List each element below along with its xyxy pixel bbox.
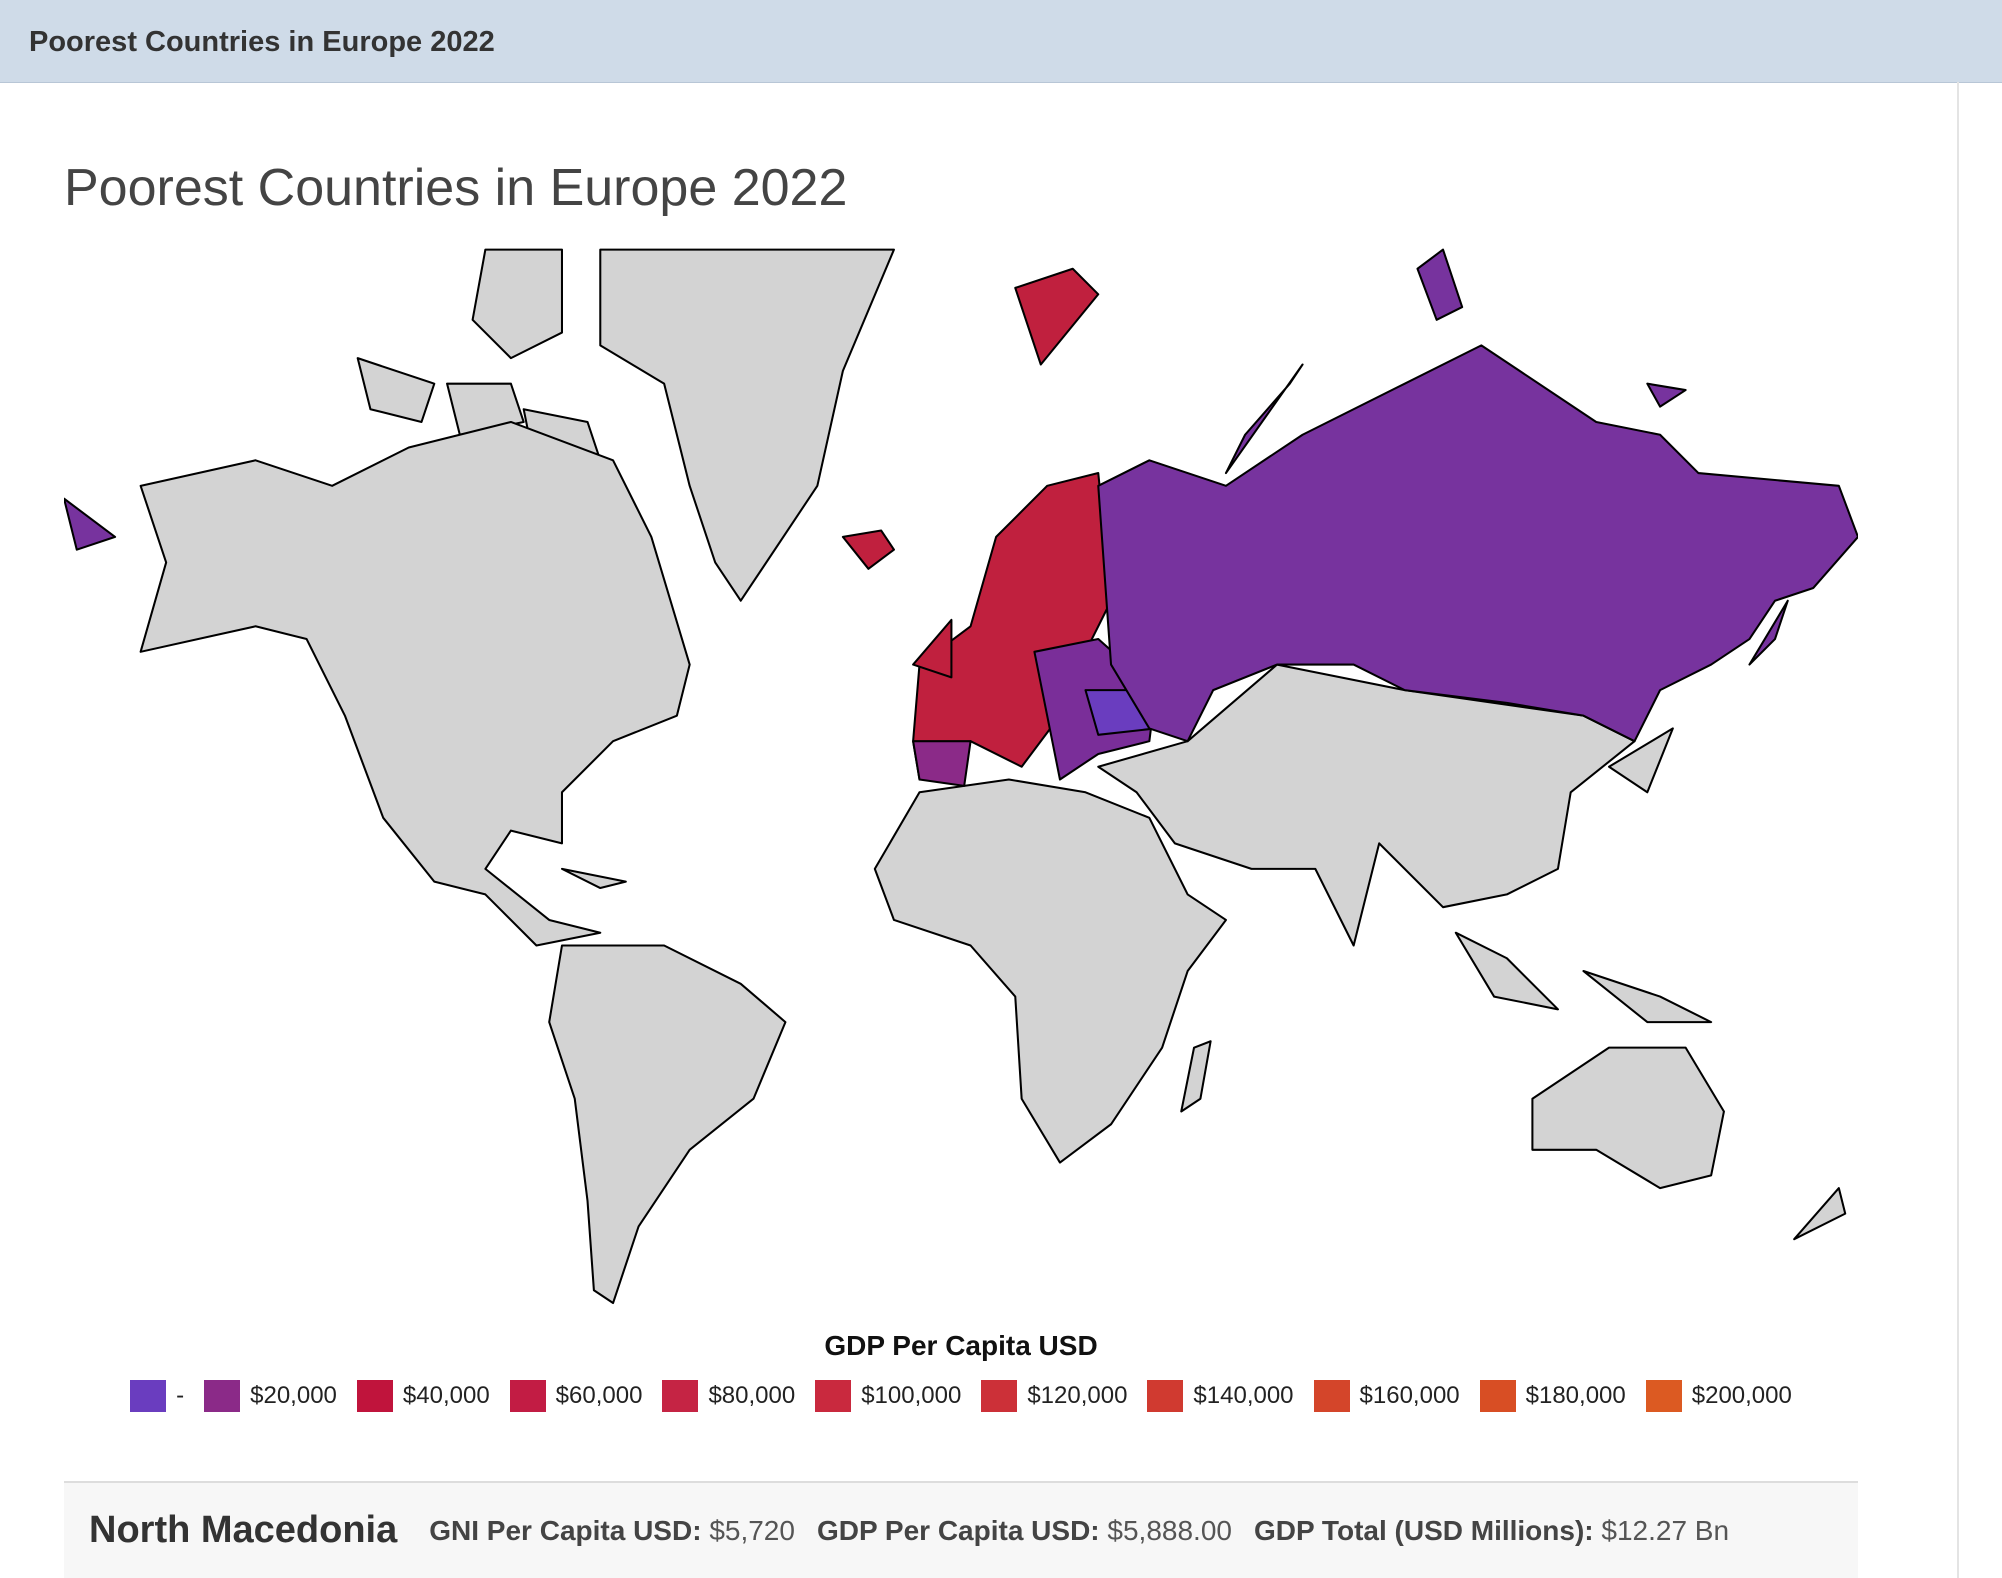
legend-swatch bbox=[1645, 1380, 1682, 1412]
stat-label: GDP Per Capita USD: bbox=[816, 1514, 1100, 1546]
legend-item: $180,000 bbox=[1479, 1380, 1626, 1412]
legend-swatch bbox=[1479, 1380, 1516, 1412]
legend-item: $100,000 bbox=[815, 1380, 961, 1412]
svalbard bbox=[1014, 267, 1100, 366]
legend-item: - bbox=[130, 1380, 184, 1412]
arctic-islands bbox=[356, 248, 602, 475]
legend-item: $60,000 bbox=[509, 1380, 643, 1412]
world-map bbox=[64, 248, 1858, 1305]
legend-swatch bbox=[509, 1380, 546, 1412]
iberia bbox=[912, 740, 972, 787]
new-zealand bbox=[1793, 1187, 1847, 1241]
legend-swatch bbox=[981, 1380, 1018, 1412]
legend-item: $20,000 bbox=[204, 1380, 337, 1412]
iceland bbox=[841, 529, 895, 570]
legend-swatch bbox=[204, 1380, 241, 1412]
legend-item: $160,000 bbox=[1313, 1380, 1460, 1412]
uk bbox=[912, 618, 953, 679]
legend-label: $120,000 bbox=[1027, 1382, 1128, 1409]
panel-edge bbox=[1957, 82, 1959, 1578]
legend-item: $120,000 bbox=[981, 1380, 1127, 1412]
south-america bbox=[548, 944, 787, 1305]
divider bbox=[64, 1481, 1858, 1483]
legend-label: $200,000 bbox=[1691, 1382, 1792, 1409]
legend-label: - bbox=[176, 1382, 185, 1409]
legend-item: $40,000 bbox=[356, 1380, 490, 1412]
stat: GDP Per Capita USD: $5,888.00 bbox=[817, 1515, 1232, 1547]
greenland bbox=[599, 248, 895, 602]
russia-islands bbox=[64, 248, 1789, 666]
legend-label: $40,000 bbox=[402, 1382, 490, 1409]
stat-value: $5,888.00 bbox=[1107, 1514, 1232, 1546]
legend-swatch bbox=[1313, 1380, 1350, 1412]
caribbean bbox=[560, 867, 627, 890]
legend-label: $140,000 bbox=[1193, 1382, 1294, 1409]
country-name: North Macedonia bbox=[89, 1509, 398, 1551]
legend-item: $140,000 bbox=[1147, 1380, 1294, 1412]
legend-swatch bbox=[815, 1380, 852, 1412]
madagascar bbox=[1180, 1040, 1212, 1113]
asia bbox=[1097, 663, 1636, 947]
stat-label: GDP Total (USD Millions): bbox=[1253, 1514, 1594, 1546]
legend-swatch bbox=[130, 1380, 167, 1412]
stat: GNI Per Capita USD: $5,720 bbox=[429, 1515, 795, 1547]
legend-swatch bbox=[1147, 1380, 1184, 1412]
header: Poorest Countries in Europe 2022 bbox=[0, 0, 2002, 83]
legend-label: $60,000 bbox=[555, 1382, 643, 1409]
africa bbox=[873, 778, 1227, 1164]
north-america bbox=[139, 420, 691, 947]
legend-label: $20,000 bbox=[250, 1382, 337, 1409]
legend-swatch bbox=[662, 1380, 699, 1412]
stat-value: $12.27 Bn bbox=[1601, 1514, 1730, 1546]
southeast-asia bbox=[1454, 727, 1713, 1024]
map-title: Poorest Countries in Europe 2022 bbox=[64, 159, 848, 217]
stat-label: GNI Per Capita USD: bbox=[429, 1514, 702, 1546]
info-bar: North Macedonia GNI Per Capita USD: $5,7… bbox=[64, 1483, 1858, 1578]
legend-label: $160,000 bbox=[1359, 1382, 1460, 1409]
legend-label: $100,000 bbox=[861, 1382, 962, 1409]
legend-label: $80,000 bbox=[708, 1382, 796, 1409]
legend-item: $200,000 bbox=[1645, 1380, 1792, 1412]
legend: - $20,000 $40,000 $60,000 $80,000 $100,000 $12… bbox=[64, 1380, 1858, 1412]
stat: GDP Total (USD Millions): $12.27 Bn bbox=[1254, 1515, 1729, 1547]
legend-item: $80,000 bbox=[662, 1380, 795, 1412]
russia bbox=[1097, 344, 1858, 743]
stat-value: $5,720 bbox=[709, 1514, 795, 1546]
header-title: Poorest Countries in Europe 2022 bbox=[29, 26, 495, 58]
legend-swatch bbox=[356, 1380, 393, 1412]
australia bbox=[1531, 1046, 1725, 1190]
legend-label: $180,000 bbox=[1525, 1382, 1626, 1409]
legend-title: GDP Per Capita USD bbox=[824, 1330, 1098, 1361]
